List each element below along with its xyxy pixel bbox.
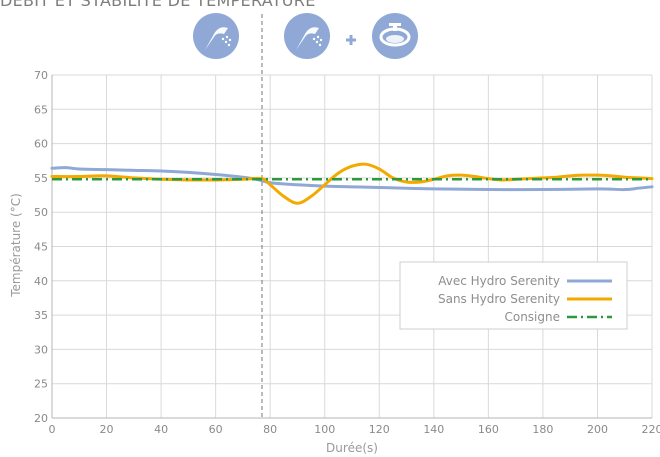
icon-group-right [284, 13, 418, 59]
legend-label: Sans Hydro Serenity [438, 292, 560, 306]
y-tick-label: 30 [34, 343, 48, 356]
x-tick-label: 40 [154, 423, 168, 436]
plus-icon [346, 35, 356, 45]
y-tick-label: 50 [34, 206, 48, 219]
series-line-1 [50, 166, 654, 192]
legend-label: Consigne [504, 310, 560, 324]
y-tick-label: 25 [34, 378, 48, 391]
legend: Avec Hydro Serenity Sans Hydro Serenity Co… [399, 261, 628, 330]
y-tick-label: 45 [34, 241, 48, 254]
shower-head-icon [193, 13, 239, 59]
x-tick-label: 120 [369, 423, 390, 436]
y-tick-label: 20 [34, 412, 48, 425]
y-tick-label: 55 [34, 172, 48, 185]
washbasin-icon [372, 13, 418, 59]
x-tick-label: 80 [263, 423, 277, 436]
shower-head-icon [284, 13, 330, 59]
x-tick-label: 200 [587, 423, 608, 436]
y-axis-ticks: 20 25 30 35 40 45 50 55 60 65 70 [34, 69, 48, 425]
x-tick-label: 0 [49, 423, 56, 436]
y-tick-label: 60 [34, 138, 48, 151]
legend-label: Avec Hydro Serenity [438, 274, 560, 288]
x-tick-label: 220 [642, 423, 660, 436]
chart-grid [51, 74, 653, 419]
x-tick-label: 180 [532, 423, 553, 436]
y-tick-label: 70 [34, 69, 48, 82]
y-tick-label: 35 [34, 309, 48, 322]
series-lines [50, 162, 654, 205]
x-axis-label: Durée(s) [326, 441, 378, 455]
y-tick-label: 65 [34, 103, 48, 116]
x-tick-label: 140 [423, 423, 444, 436]
x-tick-label: 100 [314, 423, 335, 436]
icon-group-left [193, 13, 239, 59]
chart-title: DÉBIT ET STABILITÉ DE TEMPÉRATURE [0, 0, 316, 10]
y-axis-label: Température (°C) [9, 193, 23, 298]
x-tick-label: 20 [100, 423, 114, 436]
x-axis-ticks: 0 20 40 60 80 100 120 140 160 180 200 220 [49, 423, 660, 436]
x-tick-label: 160 [478, 423, 499, 436]
y-tick-label: 40 [34, 275, 48, 288]
x-tick-label: 60 [209, 423, 223, 436]
